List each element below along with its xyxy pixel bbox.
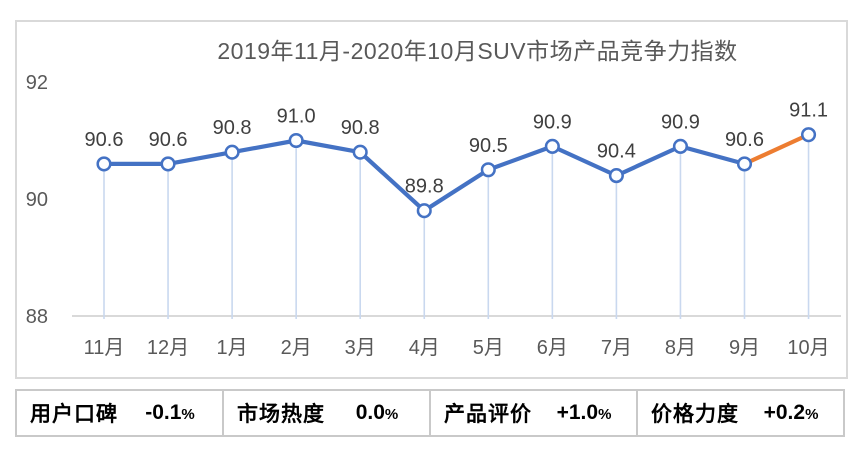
line-segment [230,138,299,155]
data-point-label: 90.6 [725,129,764,151]
data-point-marker [160,156,176,172]
data-point-marker [480,162,496,178]
data-point-label: 90.8 [213,117,252,139]
data-point-label: 90.4 [597,141,636,163]
line-segment [550,144,619,178]
line-chart-card: 2019年11月-2020年10月SUV市场产品竞争力指数 90.6 90.6 90… [15,20,848,379]
data-point-label: 90.5 [469,135,508,157]
data-point-marker [544,138,560,154]
data-point-label: 90.6 [149,129,188,151]
metric-value-wrap: +0.2% [739,401,843,425]
x-tick-label: 4月 [409,337,440,359]
data-point-marker [672,138,689,154]
data-point-label: 89.8 [405,176,444,198]
metric-unit: % [384,406,399,423]
x-tick-label: 12月 [147,337,189,359]
x-tick-label: 10月 [787,337,829,359]
x-tick-label: 9月 [729,337,760,359]
metric-product-rating: 产品评价 +1.0% [429,391,636,435]
x-tick-label: 11月 [84,337,125,359]
line-segment [486,144,555,172]
data-point-marker [801,127,817,143]
metric-label: 价格力度 [651,403,739,426]
data-point-label: 90.9 [533,111,572,133]
metric-label: 用户口碑 [30,403,118,426]
metric-value: -0.1 [145,401,182,424]
metric-label: 产品评价 [444,403,532,426]
metric-value-wrap: -0.1% [118,401,222,425]
x-tick-label: 5月 [473,337,504,359]
metric-value-wrap: +1.0% [532,401,636,425]
data-point-label: 90.6 [85,129,124,151]
data-point-marker [736,156,753,172]
metric-value: +1.0 [556,401,599,424]
x-tick-label: 6月 [537,337,568,359]
data-point-marker [224,144,240,160]
chart-title: 2019年11月-2020年10月SUV市场产品竞争力指数 [217,38,738,64]
data-point-label: 91.1 [789,100,828,122]
data-point-label: 90.9 [661,111,700,133]
metric-value-wrap: 0.0% [325,401,429,425]
data-point-marker [288,132,304,149]
metric-unit: % [181,406,195,423]
x-tick-label: 8月 [665,337,696,359]
metric-unit: % [598,406,612,423]
y-tick-label: 90 [26,189,48,211]
x-tick-label: 7月 [601,337,632,359]
line-chart-plot: 90.6 90.6 90.8 91.0 90.8 89.8 90.5 90.9 90.4 90.9… [26,72,841,359]
line-segment [294,138,363,155]
data-point-label: 91.0 [277,106,316,128]
line-segment [742,132,811,166]
x-tick-label: 2月 [281,337,312,359]
metric-market-heat: 市场热度 0.0% [222,391,429,435]
y-tick-label: 88 [26,306,48,328]
x-tick-label: 1月 [217,337,248,359]
data-point-marker [416,203,432,219]
x-tick-label: 3月 [345,337,376,359]
data-point-marker [608,168,624,184]
metrics-table: 用户口碑 -0.1% 市场热度 0.0% 产品评价 +1.0% 价格力度 +0.… [15,389,845,437]
y-tick-label: 92 [26,72,48,94]
metric-label: 市场热度 [237,403,325,426]
line-segment [422,167,491,213]
metric-user-reputation: 用户口碑 -0.1% [17,391,222,435]
line-segment [165,150,235,166]
metric-price-strength: 价格力度 +0.2% [636,391,843,435]
metric-value: +0.2 [763,401,806,424]
metric-value: 0.0 [355,401,385,424]
data-point-marker [96,156,112,172]
metric-unit: % [805,406,819,423]
data-point-marker [352,144,368,160]
line-segment [614,144,683,178]
line-segment [678,144,747,166]
data-point-label: 90.8 [341,117,380,139]
line-segment [358,150,427,213]
